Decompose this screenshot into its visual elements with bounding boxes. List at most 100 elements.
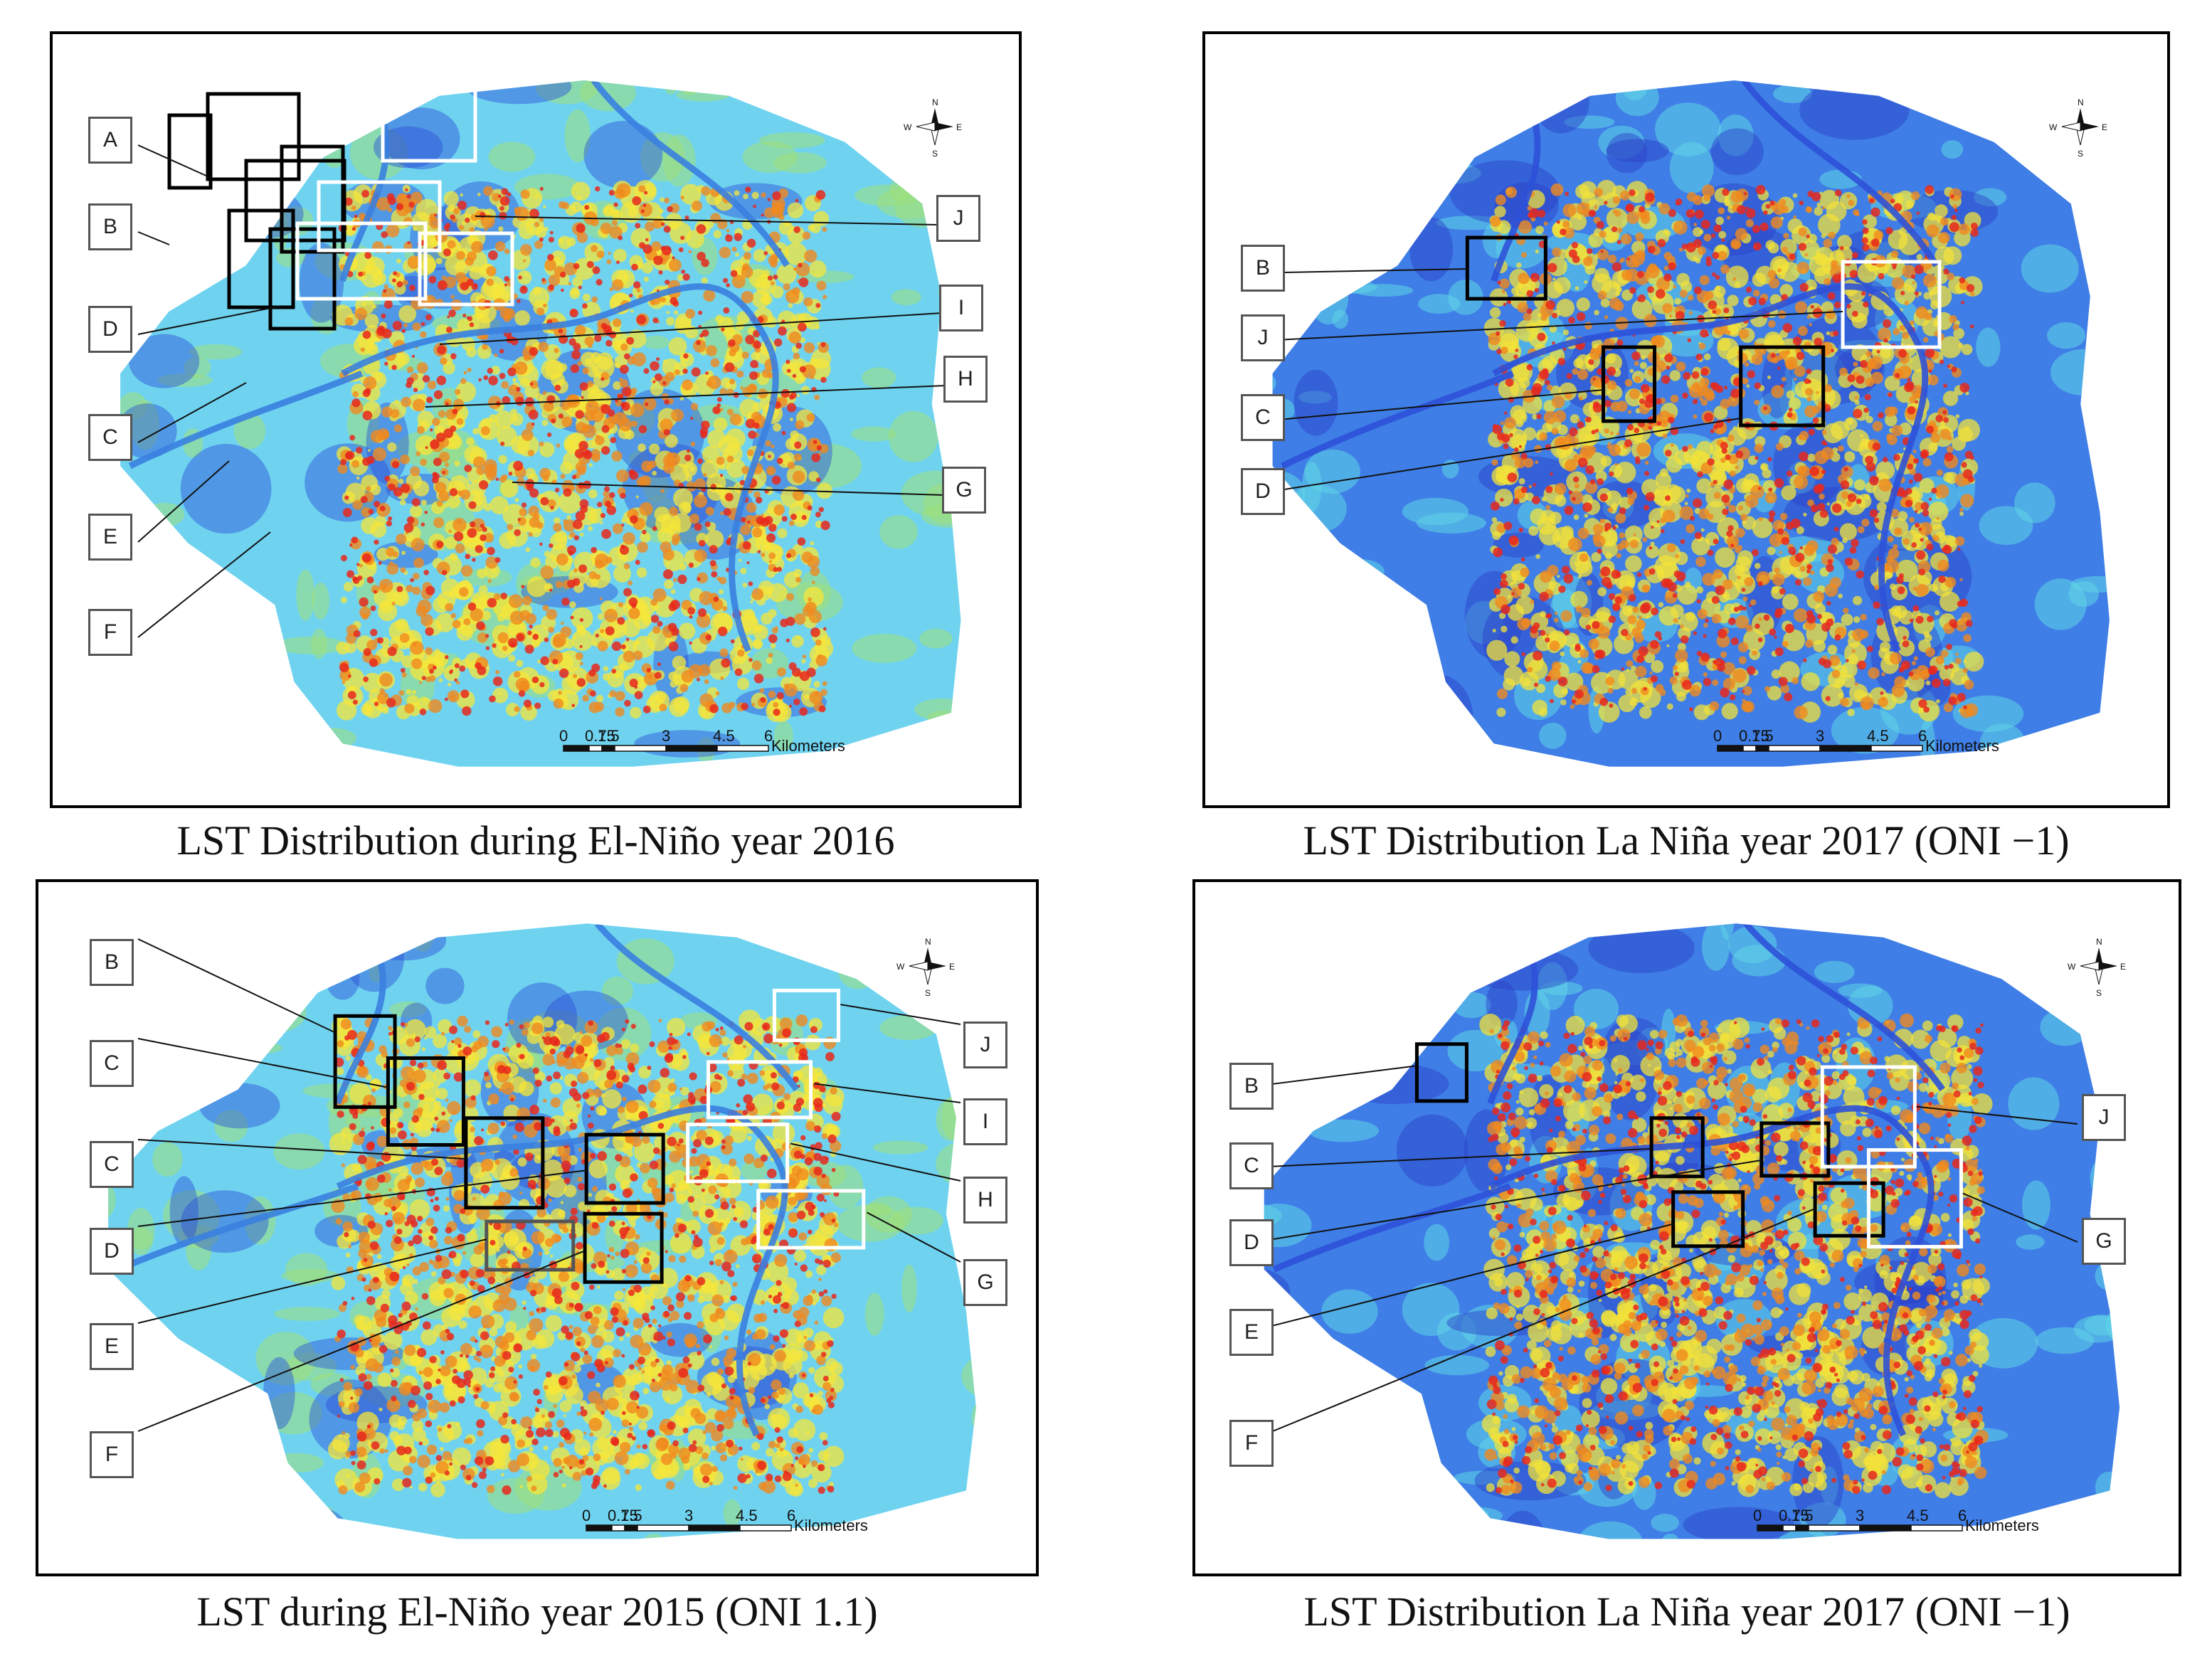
site-label-a: A — [88, 117, 132, 164]
scale-tick-label: 0 — [1713, 727, 1722, 745]
scale-tick-label: 4.5 — [713, 727, 735, 745]
site-label-c: C — [88, 414, 132, 461]
caption-2: LST Distribution La Niña year 2017 (ONI … — [1303, 817, 2070, 864]
site-label-d: D — [90, 1228, 134, 1275]
leader-line — [137, 1238, 487, 1324]
leader-line — [475, 216, 940, 225]
scale-tick-label: 6 — [787, 1507, 795, 1524]
site-label-e: E — [1229, 1309, 1274, 1356]
highlight-box — [756, 1189, 866, 1250]
leader-line — [137, 1250, 586, 1432]
leader-line — [137, 531, 271, 638]
highlight-box — [1414, 1042, 1469, 1103]
scale-tick-label: 0.75 — [1739, 727, 1769, 745]
map-panel-1: N S E W 0 0.75 1.5 3 4.5 6 Kilometers — [50, 31, 1022, 808]
site-label-i: I — [963, 1098, 1007, 1145]
highlight-box — [1759, 1121, 1831, 1178]
river — [339, 110, 390, 282]
leader-line — [137, 305, 282, 335]
caption-3: LST during El-Niño year 2015 (ONI 1.1) — [196, 1588, 878, 1635]
site-label-c: C — [1229, 1142, 1274, 1189]
scale-unit-label: Kilometers — [1965, 1517, 2039, 1534]
highlight-box — [1813, 1181, 1885, 1238]
highlight-box — [1866, 1148, 1963, 1249]
leader-line — [1247, 418, 1741, 496]
scale-tick-label: 3 — [1856, 1507, 1864, 1524]
river — [1491, 110, 1541, 282]
site-label-d: D — [88, 306, 132, 353]
map-panel-3: N S E W 0 0.75 1.5 3 4.5 6 Kilometers — [36, 879, 1039, 1576]
scale-tick-label: 3 — [1816, 727, 1824, 745]
site-label-j: J — [2082, 1094, 2126, 1141]
river — [117, 1183, 359, 1273]
site-label-j: J — [963, 1021, 1007, 1068]
scale-tick-label: 0 — [559, 727, 568, 745]
site-label-g: G — [963, 1259, 1007, 1306]
compass-n: N — [2096, 937, 2102, 947]
site-label-b: B — [1229, 1063, 1274, 1110]
river — [1492, 283, 1929, 652]
highlight-box — [244, 159, 346, 243]
compass-e: E — [956, 122, 962, 132]
site-label-d: D — [1241, 468, 1285, 515]
scale-tick-label: 4.5 — [1867, 727, 1889, 745]
north-arrow-icon: N S E W — [896, 937, 955, 998]
leader-line — [1247, 389, 1604, 423]
compass-s: S — [2078, 149, 2083, 159]
site-label-c: C — [90, 1141, 134, 1188]
site-label-j: J — [1241, 314, 1285, 361]
compass-s: S — [925, 988, 931, 998]
leader-line — [1237, 1208, 1816, 1446]
leader-line — [1237, 1147, 1652, 1169]
site-label-g: G — [2082, 1218, 2126, 1265]
leader-line — [814, 1083, 961, 1103]
compass-w: W — [2049, 122, 2058, 132]
highlight-box — [707, 1060, 813, 1120]
scale-tick-label: 6 — [1958, 1507, 1967, 1524]
leader-line — [439, 312, 943, 345]
map-panel-2: N S E W 0 0.75 1.5 3 4.5 6 Kilometers — [1202, 31, 2170, 808]
compass-e: E — [949, 962, 955, 972]
scale-unit-label: Kilometers — [771, 737, 845, 755]
site-label-f: F — [90, 1431, 134, 1478]
north-arrow-icon: N S E W — [2049, 97, 2107, 159]
scale-tick-label: 1.5 — [1752, 727, 1774, 745]
river — [336, 1105, 788, 1437]
compass-n: N — [2078, 97, 2084, 107]
leader-line — [137, 460, 230, 543]
highlight-box — [317, 180, 442, 253]
scale-unit-label: Kilometers — [794, 1517, 868, 1534]
leader-line — [137, 938, 336, 1034]
site-label-h: H — [963, 1177, 1007, 1224]
compass-w: W — [904, 122, 912, 132]
compass-n: N — [932, 97, 938, 107]
site-label-f: F — [1229, 1420, 1274, 1467]
scale-tick-label: 4.5 — [1907, 1507, 1929, 1524]
leader-line — [425, 385, 947, 408]
scale-tick-label: 3 — [684, 1507, 693, 1524]
highlight-box — [772, 988, 840, 1042]
site-label-f: F — [88, 609, 132, 656]
compass-s: S — [932, 149, 938, 159]
scale-tick-label: 4.5 — [736, 1507, 758, 1524]
leader-line — [137, 231, 170, 245]
highlight-box — [485, 1219, 576, 1272]
leader-line — [790, 1142, 961, 1182]
scale-tick-label: 0.75 — [608, 1507, 638, 1524]
site-label-b: B — [88, 203, 132, 250]
compass-n: N — [925, 937, 931, 947]
compass-w: W — [896, 962, 905, 972]
highlight-box — [1841, 260, 1942, 349]
compass-w: W — [2068, 962, 2076, 972]
highlight-box — [1649, 1116, 1705, 1179]
leader-line — [137, 1169, 587, 1227]
leader-line — [867, 1211, 961, 1263]
highlight-box — [268, 227, 337, 331]
north-arrow-icon: N S E W — [2068, 937, 2126, 998]
site-label-h: H — [943, 356, 988, 403]
highlight-box — [167, 113, 213, 190]
leader-line — [1962, 1192, 2078, 1243]
caption-1: LST Distribution during El-Niño year 201… — [176, 817, 895, 864]
